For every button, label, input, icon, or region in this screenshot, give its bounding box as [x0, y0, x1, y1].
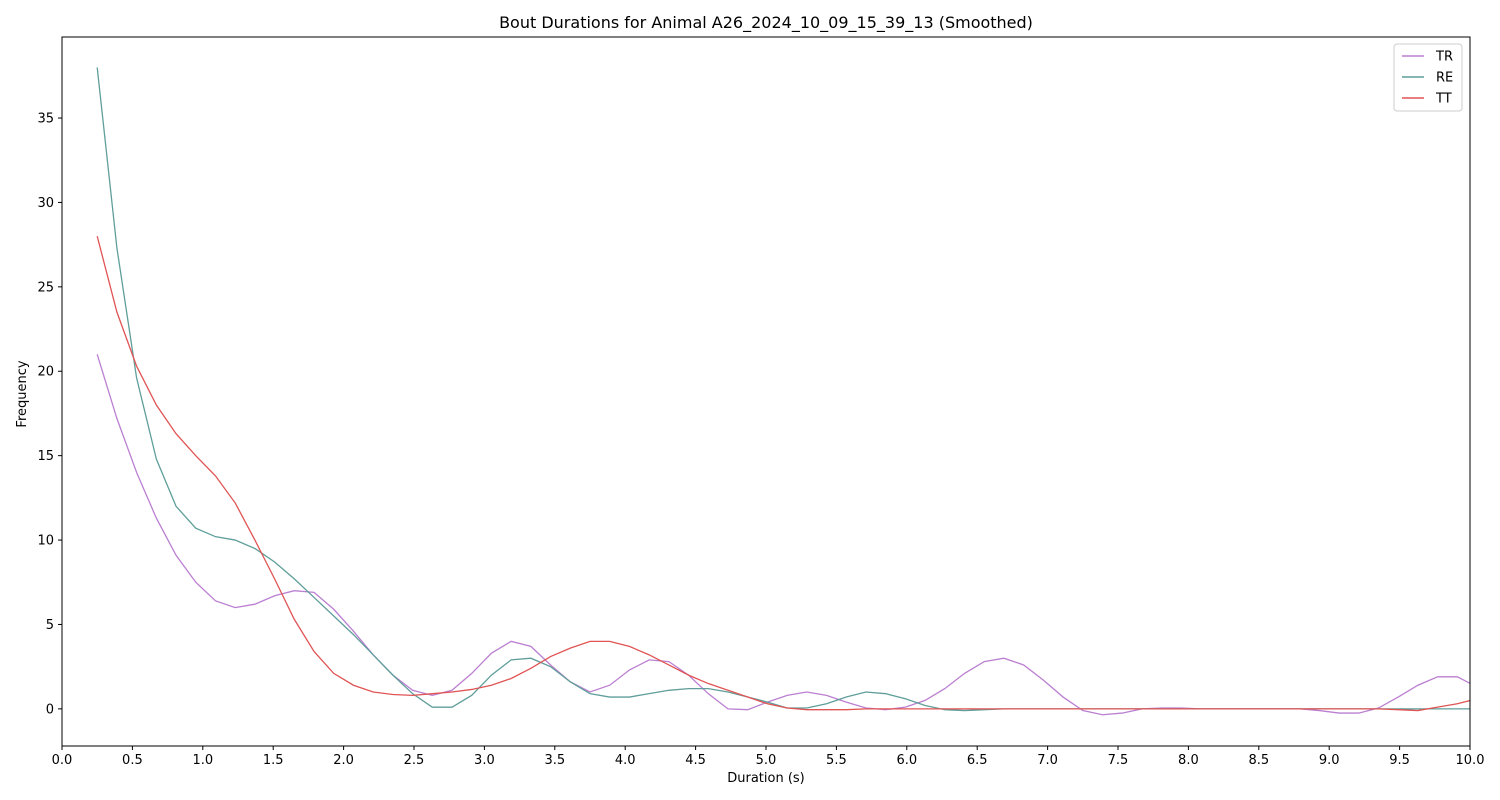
plot-area	[96, 67, 1470, 716]
x-tick-label: 0.5	[122, 753, 143, 768]
series-line-tr	[96, 354, 1470, 716]
x-tick-label: 3.5	[544, 753, 565, 768]
legend: TR RE TT	[1393, 43, 1463, 112]
x-tick-label: 4.5	[685, 753, 706, 768]
legend-label-re: RE	[1436, 71, 1453, 86]
y-tick-label: 20	[37, 365, 54, 380]
x-tick-label: 6.0	[896, 753, 917, 768]
x-tick-label: 8.5	[1248, 753, 1269, 768]
y-tick-label: 0	[46, 702, 54, 717]
legend-label-tr: TR	[1435, 50, 1453, 65]
x-tick-label: 9.0	[1319, 753, 1340, 768]
y-tick-label: 30	[37, 196, 54, 211]
x-tick-label: 6.5	[967, 753, 988, 768]
x-tick-label: 3.0	[474, 753, 495, 768]
y-tick-label: 10	[37, 534, 54, 549]
x-tick-label: 5.5	[826, 753, 847, 768]
x-tick-label: 1.5	[263, 753, 284, 768]
x-tick-label: 5.0	[756, 753, 777, 768]
y-axis-label: Frequency	[15, 360, 30, 427]
x-tick-label: 7.0	[1037, 753, 1058, 768]
y-tick-label: 35	[37, 112, 54, 127]
y-tick-label: 5	[46, 618, 54, 633]
x-tick-label: 10.0	[1456, 753, 1485, 768]
plot-frame	[61, 36, 1471, 747]
x-tick-label: 4.0	[615, 753, 636, 768]
x-tick-label: 9.5	[1389, 753, 1410, 768]
chart-title: Bout Durations for Animal A26_2024_10_09…	[499, 13, 1033, 33]
x-tick-label: 2.5	[404, 753, 425, 768]
legend-box	[1393, 43, 1463, 112]
x-tick-label: 8.0	[1178, 753, 1199, 768]
y-tick-label: 15	[37, 449, 54, 464]
series-line-tt	[96, 236, 1470, 712]
legend-label-tt: TT	[1435, 92, 1452, 107]
y-tick-label: 25	[37, 280, 54, 295]
x-tick-label: 0.0	[52, 753, 73, 768]
axes: 0.0 0.5 1.0 1.5 2.0 2.5 3.0 3.5 4.0 4.5 5.0 5.5 6.0 6…	[37, 36, 1485, 768]
series-line-re	[96, 67, 1470, 712]
x-tick-label: 7.5	[1108, 753, 1129, 768]
x-axis-label: Duration (s)	[727, 771, 805, 786]
x-tick-label: 1.0	[192, 753, 213, 768]
x-tick-label: 2.0	[333, 753, 354, 768]
